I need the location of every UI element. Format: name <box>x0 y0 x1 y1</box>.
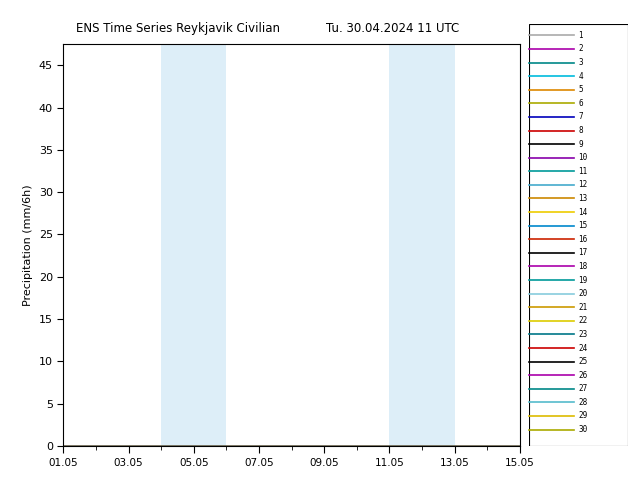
Text: 30: 30 <box>578 425 588 434</box>
Text: 29: 29 <box>578 412 588 420</box>
Text: 12: 12 <box>578 180 588 190</box>
Y-axis label: Precipitation (mm/6h): Precipitation (mm/6h) <box>23 184 34 306</box>
Text: 11: 11 <box>578 167 588 176</box>
Text: 3: 3 <box>578 58 583 67</box>
Text: 25: 25 <box>578 357 588 366</box>
Text: ENS Time Series Reykjavik Civilian: ENS Time Series Reykjavik Civilian <box>75 22 280 35</box>
Text: 9: 9 <box>578 140 583 148</box>
Bar <box>422 44 455 446</box>
Text: 15: 15 <box>578 221 588 230</box>
Text: 14: 14 <box>578 208 588 217</box>
Text: 16: 16 <box>578 235 588 244</box>
Text: 10: 10 <box>578 153 588 162</box>
Text: 24: 24 <box>578 343 588 352</box>
Text: 26: 26 <box>578 371 588 380</box>
Text: 2: 2 <box>578 45 583 53</box>
Text: 20: 20 <box>578 289 588 298</box>
Text: 8: 8 <box>578 126 583 135</box>
Text: 28: 28 <box>578 398 588 407</box>
Text: 5: 5 <box>578 85 583 94</box>
Text: Tu. 30.04.2024 11 UTC: Tu. 30.04.2024 11 UTC <box>327 22 460 35</box>
Text: 4: 4 <box>578 72 583 81</box>
Text: 23: 23 <box>578 330 588 339</box>
Text: 6: 6 <box>578 99 583 108</box>
Text: 27: 27 <box>578 384 588 393</box>
Text: 13: 13 <box>578 194 588 203</box>
Text: 1: 1 <box>578 31 583 40</box>
Text: 22: 22 <box>578 317 588 325</box>
Text: 21: 21 <box>578 303 588 312</box>
Bar <box>389 44 422 446</box>
Text: 17: 17 <box>578 248 588 257</box>
Text: 18: 18 <box>578 262 588 271</box>
Bar <box>161 44 194 446</box>
Bar <box>194 44 226 446</box>
Text: 19: 19 <box>578 275 588 285</box>
Text: 7: 7 <box>578 112 583 122</box>
